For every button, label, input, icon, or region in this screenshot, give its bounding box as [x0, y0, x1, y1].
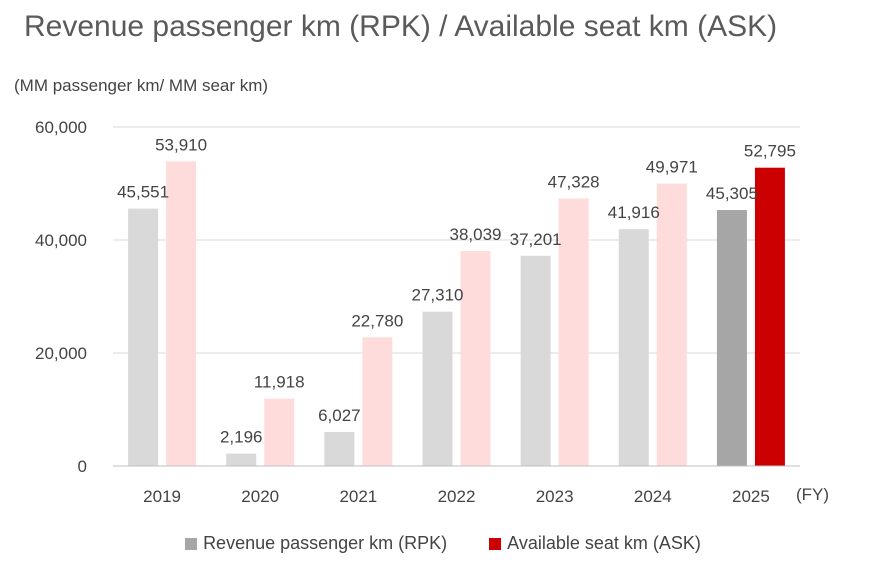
data-label-ask-2021: 22,780 [351, 311, 403, 330]
data-label-ask-2025: 52,795 [744, 142, 796, 161]
data-label-ask-2020: 11,918 [254, 373, 305, 392]
data-label-rpk-2020: 2,196 [220, 428, 263, 447]
data-label-ask-2023: 47,328 [548, 173, 600, 192]
y-tick-label: 0 [78, 457, 87, 476]
bar-rpk-2021 [324, 431, 355, 466]
data-label-rpk-2022: 27,310 [412, 286, 464, 305]
data-labels: 45,551 53,910 2,196 11,918 6,027 22,780 27,310… [117, 135, 796, 446]
data-label-ask-2024: 49,971 [646, 158, 698, 177]
legend-swatch-ask [489, 537, 502, 550]
legend: Revenue passenger km (RPK) Available sea… [0, 533, 886, 554]
x-axis-unit-label: (FY) [796, 485, 829, 504]
y-tick-label: 60,000 [35, 118, 87, 137]
legend-label-rpk: Revenue passenger km (RPK) [203, 533, 448, 553]
bar-ask-2025 [754, 167, 785, 466]
bars [128, 161, 785, 467]
legend-item-rpk: Revenue passenger km (RPK) [185, 533, 447, 554]
data-label-rpk-2021: 6,027 [318, 406, 361, 425]
x-tick-label: 2019 [143, 487, 181, 506]
data-label-ask-2019: 53,910 [155, 135, 207, 154]
x-tick-label: 2023 [536, 487, 574, 506]
legend-swatch-rpk [185, 537, 198, 550]
x-tick-label: 2021 [339, 487, 377, 506]
bar-ask-2019 [166, 161, 197, 466]
data-label-rpk-2024: 41,916 [608, 203, 660, 222]
bar-rpk-2023 [520, 255, 551, 466]
data-label-rpk-2023: 37,201 [510, 230, 562, 249]
x-tick-label: 2020 [241, 487, 279, 506]
bar-ask-2022 [460, 251, 491, 466]
x-tick-label: 2022 [438, 487, 476, 506]
legend-item-ask: Available seat km (ASK) [489, 533, 701, 554]
axes: 0 20,000 40,000 60,000 2019 2020 2021 2022 2023 2… [35, 118, 800, 506]
bar-rpk-2019 [128, 208, 159, 467]
legend-label-ask: Available seat km (ASK) [507, 533, 701, 553]
y-axis-unit-label: (MM passenger km/ MM sear km) [14, 76, 269, 95]
x-tick-label: 2024 [634, 487, 672, 506]
bar-ask-2020 [264, 398, 295, 466]
y-tick-label: 40,000 [35, 231, 87, 250]
bar-rpk-2020 [226, 453, 257, 466]
bar-rpk-2022 [422, 311, 453, 466]
bar-rpk-2025 [716, 210, 747, 466]
chart-title: Revenue passenger km (RPK) / Available s… [24, 10, 778, 43]
bar-ask-2023 [558, 198, 589, 466]
bar-chart: 45,551 53,910 2,196 11,918 6,027 22,780 27,310… [35, 118, 829, 506]
bar-ask-2021 [362, 337, 393, 466]
bar-ask-2024 [656, 183, 687, 466]
y-tick-label: 20,000 [35, 344, 87, 363]
data-label-rpk-2019: 45,551 [117, 183, 169, 202]
data-label-ask-2022: 38,039 [450, 225, 502, 244]
bar-rpk-2024 [618, 229, 649, 466]
data-label-rpk-2025: 45,305 [706, 184, 758, 203]
x-tick-label: 2025 [732, 487, 770, 506]
